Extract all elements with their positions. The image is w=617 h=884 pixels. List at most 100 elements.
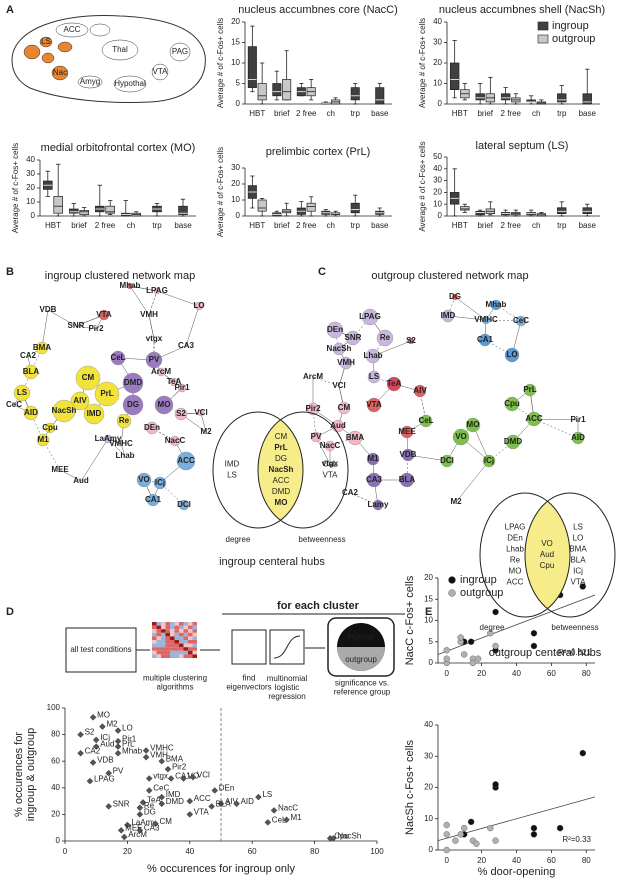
point-label: ArcM [128,830,147,839]
network-node [523,383,537,397]
hub-label: IMD [225,460,240,469]
panel-label: B [6,266,14,278]
hub-label: LPAG [505,523,526,532]
y-axis-title: Average # of c-Fos+ cells [418,18,427,108]
heatmap-cell [165,629,170,633]
node-label: VO [138,475,150,484]
heatmap-cell [170,643,175,648]
x-tick-label: 20 [477,856,486,865]
heatmap-cell [174,636,179,640]
node-label: LS [369,372,380,381]
network-node [366,397,382,413]
network-node [399,472,415,488]
heatmap-cell [179,640,184,644]
network-node [326,321,344,339]
node-label: VDB [400,450,417,459]
hub-label: VTA [323,471,339,480]
heatmap-cell [183,629,188,633]
legend-label: outgroup [552,33,595,45]
network-node [169,435,181,447]
point [186,797,194,805]
point [189,773,197,781]
node-label: DMD [504,437,522,446]
network-node [400,425,414,439]
network-node [372,499,384,511]
point [117,827,125,834]
node-label: CA1 [477,335,494,344]
point-label: TeA [147,796,161,805]
y-tick-label: 100 [47,703,61,712]
point-label: DMD [166,797,184,806]
heatmap-cell [156,632,161,637]
point [530,831,538,838]
x-tick-label: 60 [547,856,556,865]
point [211,787,219,794]
heatmap-cell [170,654,175,658]
heatmap-cell [165,650,170,655]
node-label: M2 [450,497,462,506]
point [457,634,464,641]
network-edge [185,305,200,347]
point [443,846,450,854]
y-tick-label: 5 [236,79,241,88]
y-tick-label: 20 [231,179,240,188]
y-tick-label: 20 [433,58,442,67]
node-label: NacSh [52,406,77,415]
node-label: MO [158,400,171,409]
heatmap-cell [161,643,166,648]
node-label: CA3 [366,475,383,484]
pipeline-text: significance vs. reference group [334,679,391,697]
hub-label: BLA [570,556,586,565]
point [92,736,100,744]
heatmap-cell [152,622,157,626]
network-node [571,431,585,445]
network-node [145,421,159,435]
heatmap-cell [192,647,197,651]
hub-label: MO [275,498,288,507]
point-label: M2 [106,720,118,729]
point [270,807,278,814]
node-label: ACC [525,414,543,423]
point-label: vtgx [153,772,168,781]
box [306,202,316,212]
venn-circle [212,411,304,529]
heatmap-cell [161,647,166,651]
heatmap-cell [174,650,179,655]
network-node [153,287,161,295]
box [582,207,592,214]
heatmap-cell [170,640,175,644]
panel-label: C [318,266,326,278]
y-tick-label: 20 [424,783,433,792]
y-tick-label: 0 [236,211,241,220]
node-label: Lamy [368,500,389,509]
y-axis-title: Average # of c-Fos+ cells [216,147,225,237]
heatmap-cell [174,625,179,630]
node-label: Aud [330,421,346,430]
point-label: Re [144,801,155,810]
x-tick-label: base [371,109,389,118]
network-node [146,493,160,507]
pipeline-text: find eigenvectors [226,674,271,692]
point [492,608,499,616]
group-label: outgroup [345,655,377,664]
box [282,79,292,101]
x-tick-label: ch [127,221,135,230]
y-tick-label: 40 [424,720,433,729]
node-label: CM [338,403,351,412]
hub-label: Aud [540,550,554,559]
point-label: IMD [166,790,181,799]
point [136,811,144,818]
network-node [13,384,31,402]
network-edge [47,309,77,327]
point [124,821,131,829]
point [443,655,450,662]
point [105,803,112,810]
node-label: DG [449,292,461,301]
point-label: Cpu [334,831,349,840]
point [452,837,459,844]
node-label: SNR [345,333,362,342]
hub-label: ACC [507,578,524,587]
hub-label: Cpu [540,561,555,570]
point [217,800,225,808]
